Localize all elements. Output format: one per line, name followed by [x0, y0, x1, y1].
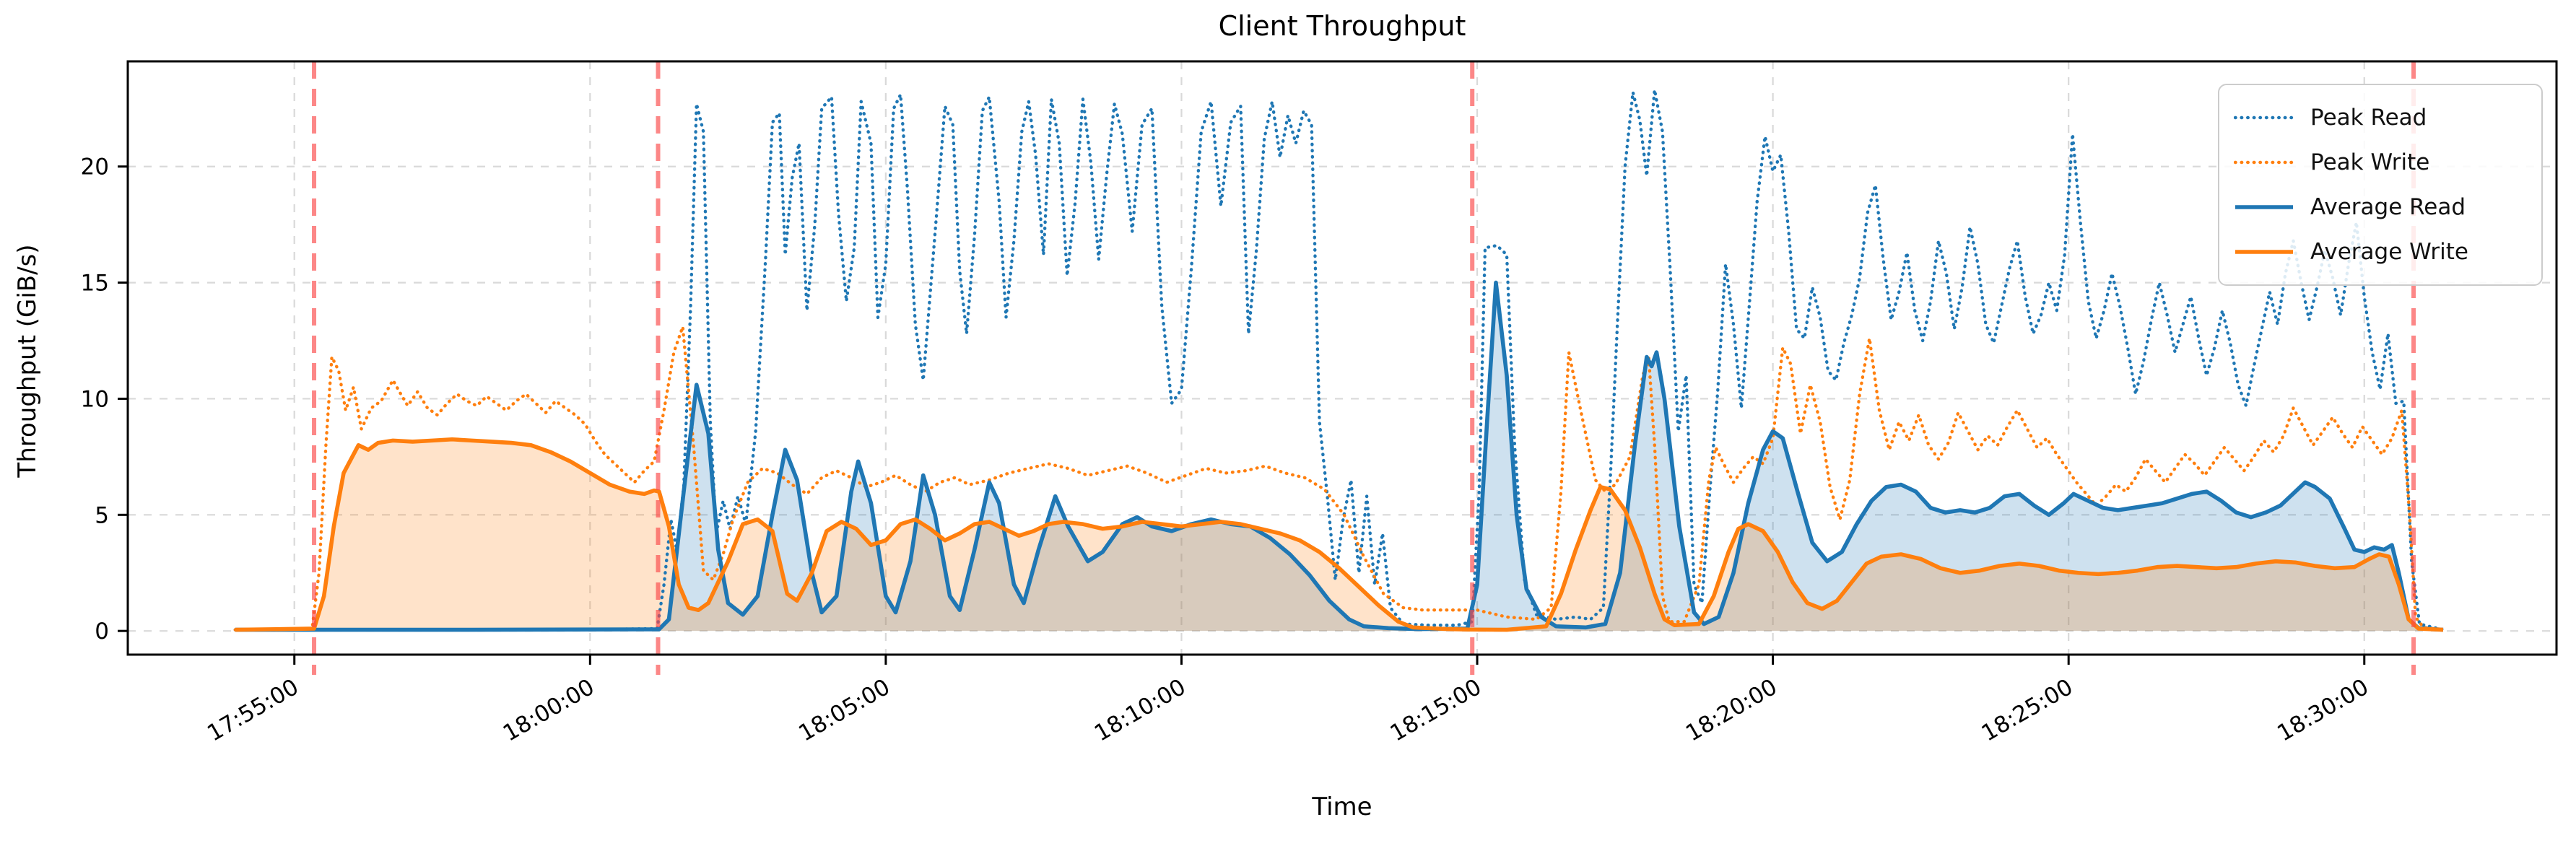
svg-text:15: 15	[81, 271, 109, 297]
svg-text:18:15:00: 18:15:00	[1385, 674, 1486, 747]
svg-text:18:00:00: 18:00:00	[499, 674, 599, 747]
svg-text:18:30:00: 18:30:00	[2273, 674, 2373, 747]
x-axis-label: Time	[1312, 792, 1372, 821]
svg-text:10: 10	[81, 386, 109, 412]
svg-text:20: 20	[81, 154, 109, 180]
svg-text:18:25:00: 18:25:00	[1977, 674, 2078, 747]
peak-read-line-sample-icon	[2234, 115, 2294, 120]
legend-item-average-write: Average Write	[2234, 230, 2527, 274]
average-read-line-sample-icon	[2235, 205, 2293, 209]
svg-text:18:10:00: 18:10:00	[1090, 674, 1191, 747]
svg-text:18:05:00: 18:05:00	[794, 674, 895, 747]
svg-text:0: 0	[95, 619, 109, 645]
legend-label-peak-write: Peak Write	[2310, 149, 2430, 175]
svg-text:5: 5	[95, 502, 109, 528]
legend-label-average-read: Average Read	[2310, 194, 2466, 220]
average-write-line-sample-icon	[2235, 250, 2293, 254]
peak-write-line-sample-icon	[2234, 160, 2294, 165]
legend-label-average-write: Average Write	[2310, 239, 2468, 265]
svg-text:18:20:00: 18:20:00	[1681, 674, 1782, 747]
legend-item-peak-read: Peak Read	[2234, 95, 2527, 140]
legend-label-peak-read: Peak Read	[2310, 105, 2427, 131]
legend-item-average-read: Average Read	[2234, 185, 2527, 230]
legend-item-peak-write: Peak Write	[2234, 140, 2527, 185]
chart-title: Client Throughput	[1218, 10, 1466, 42]
legend: Peak Read Peak Write Average Read Averag…	[2218, 84, 2543, 286]
svg-text:17:55:00: 17:55:00	[203, 674, 303, 747]
